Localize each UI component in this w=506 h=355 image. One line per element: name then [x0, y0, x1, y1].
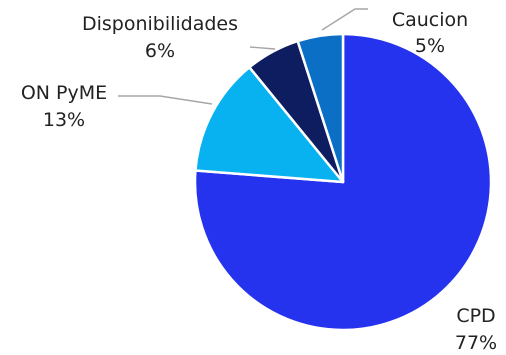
- slice-percent-cpd: 77%: [455, 332, 497, 354]
- slice-label-disponibilidades: Disponibilidades: [82, 13, 238, 35]
- leader-line-on-pyme: [118, 95, 213, 105]
- leader-line-caucion: [321, 8, 368, 31]
- leader-lines: [118, 8, 368, 105]
- slice-percent-disponibilidades: 6%: [145, 40, 175, 62]
- slice-label-caucion: Caucion: [392, 9, 468, 31]
- slice-percent-caucion: 5%: [415, 35, 445, 57]
- pie-slice-caucion: [296, 32, 345, 184]
- pie-slices: [193, 32, 493, 332]
- slice-percent-on-pyme: 13%: [43, 109, 85, 131]
- slice-label-on-pyme: ON PyME: [21, 82, 107, 104]
- leader-line-disponibilidades: [249, 46, 276, 50]
- slice-label-cpd: CPD: [456, 305, 495, 327]
- pie-slice-on-pyme: [194, 66, 345, 184]
- data-labels: Caucion 5% Disponibilidades 6% ON PyME 1…: [21, 9, 497, 354]
